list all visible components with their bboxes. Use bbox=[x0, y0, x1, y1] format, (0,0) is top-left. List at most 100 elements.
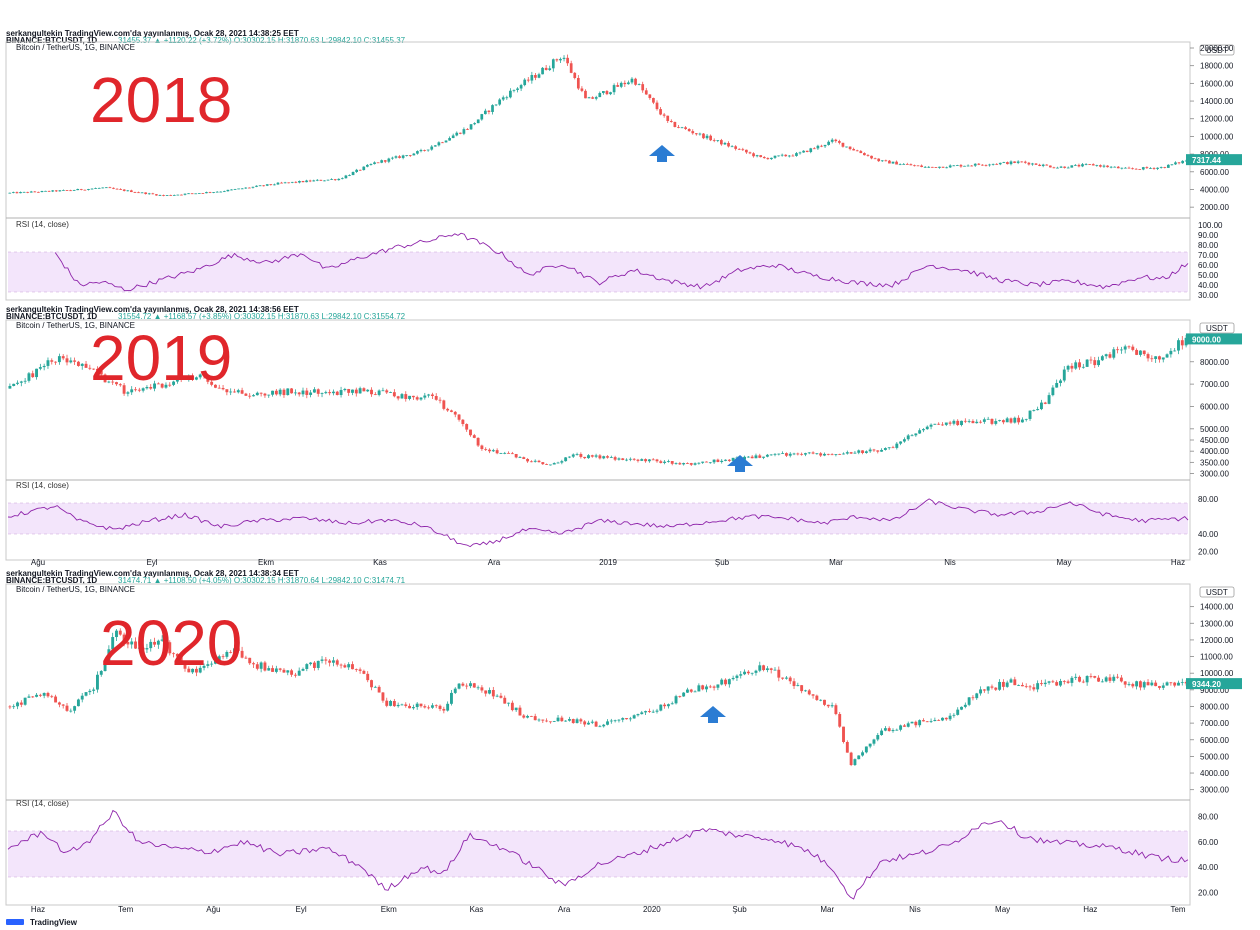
candle-body bbox=[754, 670, 758, 673]
candle-body bbox=[377, 686, 381, 693]
candle-body bbox=[1045, 164, 1049, 166]
candle-body bbox=[408, 155, 412, 156]
candle-body bbox=[575, 719, 579, 724]
candle-body bbox=[271, 668, 274, 672]
candle-body bbox=[1173, 682, 1177, 686]
candle-body bbox=[956, 709, 960, 715]
last-price-label: 7317.44 bbox=[1192, 156, 1221, 165]
candle-body bbox=[655, 102, 659, 110]
candle-body bbox=[248, 187, 251, 189]
year-label: 2018 bbox=[90, 64, 232, 136]
candle-body bbox=[619, 82, 623, 87]
candle-body bbox=[830, 139, 834, 142]
candle-body bbox=[69, 710, 73, 712]
candle-body bbox=[453, 688, 457, 693]
header-quote: 31554.72 ▲ +1168.57 (+3.85%) O:30302.15 … bbox=[118, 312, 406, 321]
candle-body bbox=[465, 685, 469, 687]
candle-body bbox=[19, 381, 23, 383]
candle-body bbox=[453, 411, 457, 415]
candle-body bbox=[92, 689, 96, 691]
last-price-tag bbox=[1186, 333, 1242, 345]
candle-body bbox=[628, 458, 632, 460]
panel-frame bbox=[5, 583, 1191, 906]
candle-body bbox=[172, 381, 176, 385]
candle-body bbox=[46, 360, 50, 366]
candle-body bbox=[118, 630, 122, 635]
candle-body bbox=[632, 715, 636, 719]
candle-body bbox=[730, 146, 734, 148]
candle-body bbox=[705, 686, 708, 690]
y-tick-label: 6000.00 bbox=[1200, 736, 1229, 745]
candles bbox=[8, 628, 1188, 767]
x-tick-label: Haz bbox=[1171, 558, 1185, 567]
candle-body bbox=[866, 155, 870, 156]
candle-body bbox=[689, 689, 693, 692]
candle-body bbox=[834, 454, 838, 455]
candle-body bbox=[376, 162, 380, 164]
candle-body bbox=[369, 164, 373, 165]
candle-body bbox=[1146, 354, 1150, 359]
candle-body bbox=[891, 447, 895, 449]
candle-body bbox=[263, 393, 267, 396]
candle-body bbox=[861, 752, 864, 756]
candle-body bbox=[963, 420, 967, 422]
candle-body bbox=[73, 360, 77, 362]
candle-body bbox=[630, 78, 634, 83]
candle-body bbox=[697, 685, 701, 692]
candle-body bbox=[746, 671, 750, 674]
candle-body bbox=[739, 674, 743, 676]
y-tick-label: 6000.00 bbox=[1200, 402, 1229, 411]
up-arrow-icon bbox=[700, 706, 726, 723]
candle-body bbox=[1059, 681, 1062, 686]
candle-body bbox=[579, 719, 583, 722]
candle-body bbox=[534, 75, 537, 78]
candle-body bbox=[571, 719, 575, 724]
candle-body bbox=[906, 723, 910, 727]
candle-body bbox=[827, 141, 830, 145]
candle-body bbox=[267, 668, 271, 671]
candle-body bbox=[959, 165, 963, 167]
candle-body bbox=[248, 657, 252, 664]
candle-body bbox=[564, 457, 568, 462]
candle-body bbox=[820, 145, 823, 147]
candle-body bbox=[1180, 682, 1184, 683]
candle-body bbox=[1017, 417, 1021, 423]
candle-body bbox=[838, 454, 842, 455]
candle-body bbox=[533, 460, 537, 462]
candle-body bbox=[651, 711, 655, 713]
candle-body bbox=[922, 429, 925, 431]
candle-body bbox=[343, 665, 347, 668]
panel-frame bbox=[5, 41, 1191, 301]
candle-body bbox=[348, 175, 351, 176]
candle-body bbox=[160, 639, 164, 641]
candle-body bbox=[1166, 164, 1170, 168]
rsi-tick-label: 100.00 bbox=[1198, 221, 1223, 230]
candle-body bbox=[437, 142, 441, 146]
candle-body bbox=[598, 726, 602, 728]
candle-body bbox=[1170, 164, 1174, 166]
candle-body bbox=[122, 189, 126, 191]
candle-body bbox=[945, 167, 948, 169]
candle-body bbox=[487, 110, 491, 112]
candle-body bbox=[29, 191, 33, 193]
candle-body bbox=[1009, 161, 1013, 165]
candle-body bbox=[590, 721, 594, 723]
candle-body bbox=[84, 363, 88, 368]
candle-body bbox=[251, 186, 255, 188]
candle-body bbox=[499, 695, 503, 698]
candle-body bbox=[967, 697, 971, 705]
candle-body bbox=[198, 667, 202, 673]
candle-body bbox=[1165, 354, 1169, 358]
candle-body bbox=[811, 452, 815, 454]
candle-body bbox=[613, 457, 617, 460]
candle-body bbox=[332, 391, 335, 394]
candle-body bbox=[35, 368, 38, 378]
candle-body bbox=[151, 193, 155, 195]
candle-body bbox=[918, 720, 922, 726]
candle-body bbox=[448, 138, 451, 141]
x-tick-label: May bbox=[995, 905, 1010, 914]
candle-body bbox=[442, 400, 446, 409]
rsi-tick-label: 50.00 bbox=[1198, 271, 1219, 280]
year-label: 2020 bbox=[100, 607, 242, 679]
header-publisher: serkangultekin TradingView.com'da yayınl… bbox=[6, 305, 299, 314]
